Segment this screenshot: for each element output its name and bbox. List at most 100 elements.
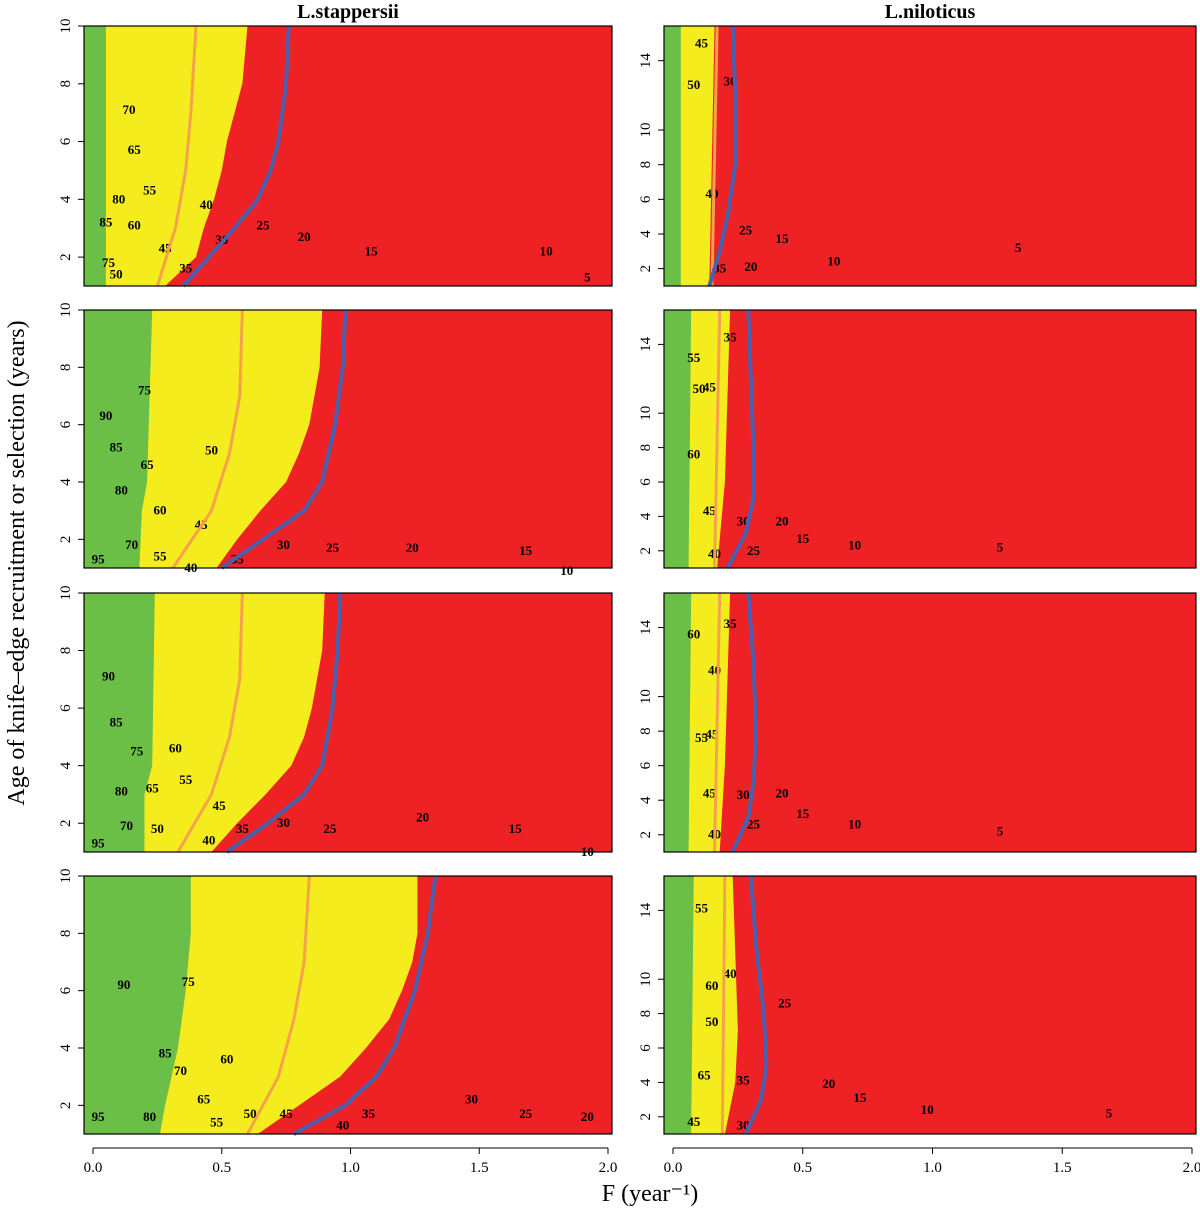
y-tick-label: 8 <box>638 1010 654 1018</box>
y-tick-label: 4 <box>58 1044 74 1052</box>
contour-label: 50 <box>687 77 700 92</box>
y-tick-label: 8 <box>638 161 654 169</box>
y-tick-label: 6 <box>58 704 74 712</box>
blue-reference-line <box>292 875 438 1136</box>
contour-label: 65 <box>146 781 160 796</box>
x-tick-label: 2.0 <box>1183 1160 1200 1176</box>
green-zone <box>84 876 191 1134</box>
contour-label: 35 <box>724 330 738 345</box>
contour-label: 75 <box>102 255 116 270</box>
green-zone <box>664 876 694 1134</box>
contour-label: 85 <box>110 440 124 455</box>
contour-label: 20 <box>822 1076 835 1091</box>
contour-label: 55 <box>153 549 167 564</box>
contour-label: 10 <box>827 254 840 269</box>
x-tick-label: 0.0 <box>84 1160 103 1176</box>
red-zone <box>664 310 1196 568</box>
x-tick-label: 2.0 <box>599 1160 618 1176</box>
orange-reference-line <box>710 25 719 287</box>
contour-label: 15 <box>365 243 379 258</box>
contour-label: 80 <box>112 191 125 206</box>
orange-reference-line <box>171 309 244 569</box>
contour-label: 15 <box>796 806 810 821</box>
green-zone <box>664 593 692 852</box>
blue-reference-line <box>725 309 756 569</box>
panel-stappersii-row-3: 95 90 85 80 75 70 65 60 55 50 45 40 35 30 25 20 15 10 2 4 6 8… <box>58 586 613 859</box>
green-zone <box>84 593 155 852</box>
y-tick-label: 8 <box>58 80 74 88</box>
orange-reference-line <box>176 592 244 853</box>
y-tick-label: 8 <box>58 930 74 938</box>
y-tick-label: 14 <box>638 902 654 918</box>
contour-label: 45 <box>703 379 717 394</box>
contour-label: 5 <box>584 269 591 284</box>
y-tick-label: 10 <box>638 972 654 987</box>
contour-label: 25 <box>256 217 270 232</box>
contour-label: 60 <box>705 978 718 993</box>
green-zone <box>664 310 692 568</box>
contour-label: 70 <box>125 537 138 552</box>
contour-label: 60 <box>687 446 700 461</box>
contour-label: 25 <box>747 816 761 831</box>
orange-reference-line <box>713 592 722 853</box>
contour-label: 45 <box>280 1106 294 1121</box>
orange-reference-line <box>713 309 722 569</box>
y-tick-label: 2 <box>638 547 654 555</box>
y-tick-label: 2 <box>638 265 654 273</box>
y-tick-label: 4 <box>638 512 654 520</box>
contour-label: 60 <box>128 217 141 232</box>
contour-label: 10 <box>921 1102 934 1117</box>
contour-label: 35 <box>236 821 250 836</box>
panel-frame <box>663 592 1197 853</box>
contour-label: 40 <box>705 186 718 201</box>
yellow-zone <box>84 26 248 286</box>
contour-label: 50 <box>151 821 164 836</box>
y-tick-label: 4 <box>638 1078 654 1086</box>
y-tick-label: 10 <box>58 303 74 318</box>
contour-label: 5 <box>997 539 1004 554</box>
contour-label: 30 <box>465 1092 478 1107</box>
y-tick-label: 14 <box>638 620 654 636</box>
contour-label: 35 <box>362 1106 376 1121</box>
y-tick-label: 10 <box>638 689 654 704</box>
y-tick-label: 4 <box>638 230 654 238</box>
contour-label: 15 <box>509 821 523 836</box>
y-tick-label: 8 <box>638 727 654 735</box>
contour-label: 20 <box>298 229 311 244</box>
contour-label: 45 <box>687 1114 701 1129</box>
y-tick-label: 10 <box>638 123 654 138</box>
contour-label: 25 <box>323 821 337 836</box>
y-tick-label: 6 <box>638 761 654 769</box>
contour-label: 25 <box>519 1106 533 1121</box>
contour-label: 55 <box>143 183 157 198</box>
contour-label: 15 <box>853 1090 867 1105</box>
y-tick-label: 6 <box>638 478 654 486</box>
y-tick-label: 2 <box>58 819 74 827</box>
contour-label: 45 <box>703 503 717 518</box>
contour-label: 55 <box>210 1115 224 1130</box>
orange-reference-line <box>720 875 727 1135</box>
contour-label: 55 <box>687 350 701 365</box>
y-tick-label: 4 <box>58 478 74 486</box>
contour-label: 10 <box>848 538 861 553</box>
contour-label: 45 <box>213 798 227 813</box>
y-tick-label: 10 <box>638 406 654 421</box>
blue-reference-line <box>225 592 343 854</box>
contour-label: 25 <box>747 543 761 558</box>
y-tick-label: 2 <box>58 1102 74 1110</box>
contour-label: 85 <box>110 715 124 730</box>
contour-label: 60 <box>220 1051 233 1066</box>
y-tick-label: 2 <box>58 536 74 544</box>
y-tick-label: 4 <box>58 761 74 769</box>
contour-label: 30 <box>215 232 228 247</box>
contour-label: 25 <box>739 223 753 238</box>
contour-label: 90 <box>99 408 112 423</box>
green-zone <box>664 26 681 286</box>
y-tick-label: 4 <box>638 796 654 804</box>
y-tick-label: 10 <box>58 586 74 601</box>
y-tick-label: 14 <box>638 336 654 352</box>
